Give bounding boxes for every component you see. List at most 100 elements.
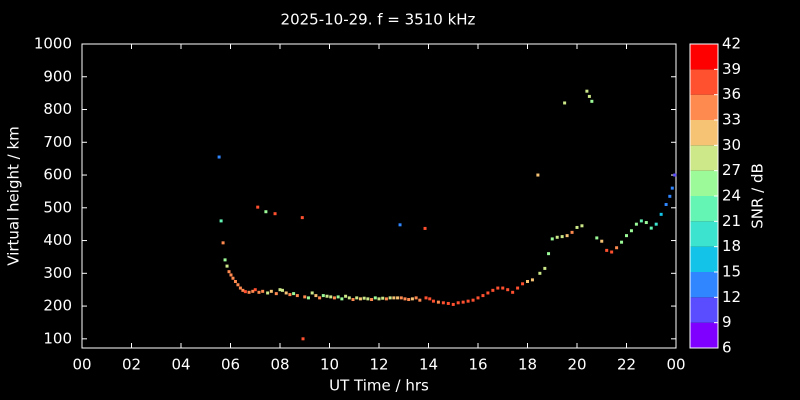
data-point [555, 235, 559, 239]
colorbar-bin [690, 272, 718, 298]
data-point [506, 288, 510, 292]
colorbar-bin [690, 221, 718, 247]
data-point [370, 298, 374, 302]
colorbar-bin [690, 94, 718, 120]
data-point [300, 216, 304, 220]
data-point [580, 224, 584, 228]
data-point [615, 246, 619, 250]
data-point [620, 240, 624, 244]
data-point [280, 288, 284, 292]
data-point [543, 266, 547, 270]
y-tick-label: 600 [43, 166, 72, 184]
data-point [329, 295, 333, 299]
colorbar-tick-label: 27 [722, 161, 741, 179]
data-point [590, 99, 594, 103]
data-point [654, 222, 658, 226]
y-tick-label: 500 [43, 198, 72, 216]
colorbar-bin [690, 297, 718, 323]
data-point [332, 296, 336, 300]
x-tick-label: 02 [122, 356, 141, 374]
data-point [306, 296, 310, 300]
x-axis-label: UT Time / hrs [329, 377, 429, 395]
data-point [292, 292, 296, 296]
data-point [587, 94, 591, 98]
data-point [436, 300, 440, 304]
data-point [217, 155, 221, 159]
data-point [560, 235, 564, 239]
data-point [403, 297, 407, 301]
data-point [670, 186, 674, 190]
data-point [466, 299, 470, 303]
colorbar-bin [690, 246, 718, 272]
data-point [377, 297, 381, 301]
data-point [511, 290, 515, 294]
data-point [373, 296, 377, 300]
data-point [301, 337, 305, 341]
data-point [461, 300, 465, 304]
data-point [261, 289, 265, 293]
data-point [563, 101, 567, 105]
data-point [668, 194, 672, 198]
data-point [256, 205, 260, 209]
data-point [233, 280, 237, 283]
data-point [595, 236, 599, 240]
data-point [570, 230, 574, 234]
data-point [496, 286, 500, 290]
data-point [336, 295, 340, 299]
data-point [243, 290, 247, 294]
data-point [225, 264, 229, 268]
data-point [321, 294, 325, 298]
data-point [238, 286, 242, 290]
y-tick-label: 200 [43, 297, 72, 315]
data-point [605, 248, 609, 252]
data-point [227, 270, 231, 274]
y-tick-label: 300 [43, 264, 72, 282]
y-tick-label: 900 [43, 67, 72, 85]
data-point [639, 219, 643, 223]
data-point [284, 291, 288, 295]
colorbar-bin [690, 170, 718, 196]
data-point [223, 258, 227, 262]
colorbar-tick-label: 42 [722, 35, 741, 53]
data-point [456, 301, 460, 305]
data-point [471, 298, 475, 302]
colorbar-bin [690, 145, 718, 171]
data-point [221, 241, 225, 245]
data-point [538, 271, 542, 275]
data-point [659, 212, 663, 216]
colorbar-bin [690, 69, 718, 95]
data-point [431, 299, 435, 303]
plot-frame [81, 43, 677, 349]
data-point [295, 294, 299, 298]
data-point [251, 289, 255, 293]
y-tick-label: 700 [43, 133, 72, 151]
y-tick-label: 100 [43, 329, 72, 347]
data-point [441, 301, 445, 305]
data-point [610, 250, 614, 254]
data-point [565, 234, 569, 238]
data-point [396, 296, 400, 300]
data-point [664, 203, 668, 207]
data-point [392, 296, 396, 300]
data-point [585, 89, 589, 93]
colorbar-tick-label: 18 [722, 237, 741, 255]
data-point [418, 298, 422, 302]
colorbar-tick-label: 39 [722, 60, 741, 78]
colorbar-bin [690, 322, 718, 348]
data-point [229, 273, 233, 277]
colorbar-tick-label: 6 [722, 339, 732, 357]
data-point [340, 297, 344, 301]
data-point [410, 297, 414, 301]
data-point [547, 252, 551, 256]
data-point [600, 239, 604, 243]
colorbar-tick-label: 9 [722, 313, 732, 331]
data-point [355, 296, 359, 300]
colorbar-tick-label: 30 [722, 136, 741, 154]
data-point [446, 301, 450, 305]
x-tick-label: 10 [320, 356, 339, 374]
data-point [501, 286, 505, 290]
data-point [273, 212, 277, 216]
data-point [629, 229, 633, 233]
data-point [414, 296, 418, 300]
